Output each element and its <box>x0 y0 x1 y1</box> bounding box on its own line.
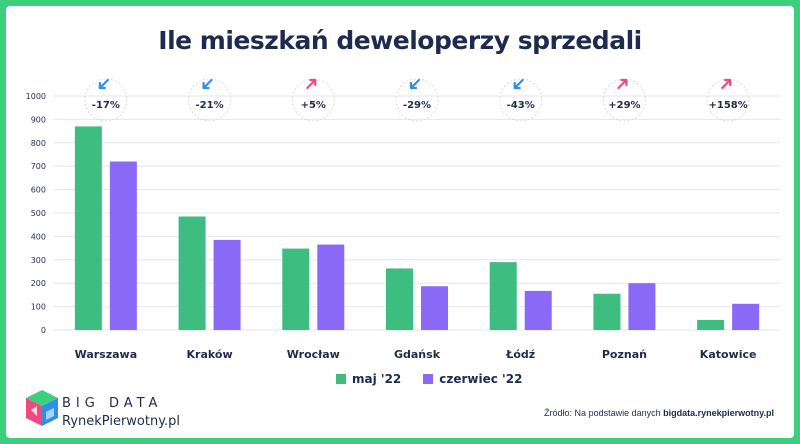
arrow-down-icon <box>513 78 524 90</box>
bigdata-logo-icon <box>26 390 58 426</box>
legend-item-maj: maj '22 <box>336 372 401 386</box>
bar-maj <box>386 268 413 330</box>
change-label: +158% <box>709 100 748 111</box>
bar-czerwiec <box>317 244 345 330</box>
change-badge <box>395 78 439 122</box>
legend-item-czerwiec: czerwiec '22 <box>423 372 522 386</box>
bar-czerwiec <box>732 303 760 330</box>
y-tick-label: 300 <box>31 256 46 265</box>
change-badge <box>706 78 750 122</box>
bar-czerwiec <box>421 286 448 330</box>
x-tick-label: Poznań <box>602 348 647 361</box>
bar-czerwiec <box>524 290 552 330</box>
legend-label-maj: maj '22 <box>352 372 402 386</box>
y-tick-label: 700 <box>31 162 46 171</box>
logo-site-text: RynekPierwotny.pl <box>62 414 181 429</box>
bar-chart: 0 100 200 300 400 500 600 700 800 900 1000 Warszawa… <box>26 78 780 361</box>
bar-czerwiec <box>109 161 137 330</box>
change-badge <box>291 78 335 122</box>
change-badge <box>188 78 232 122</box>
y-tick-label: 800 <box>31 139 46 148</box>
bar-czerwiec <box>213 239 241 330</box>
legend-label-czerwiec: czerwiec '22 <box>439 372 523 386</box>
y-tick-label: 600 <box>31 186 46 195</box>
change-label: -29% <box>403 100 431 111</box>
y-tick-label: 0 <box>41 326 46 335</box>
source-prefix: Źródło: Na podstawie danych <box>544 408 661 418</box>
change-label: -17% <box>92 100 120 111</box>
change-badge <box>499 78 543 122</box>
y-tick-label: 500 <box>31 209 46 218</box>
y-tick-label: 100 <box>31 303 46 312</box>
chart-title: Ile mieszkań deweloperzy sprzedali <box>158 26 642 55</box>
bar-maj <box>282 248 310 330</box>
bar-maj <box>697 319 725 330</box>
chart-card: Ile mieszkań deweloperzy sprzedali 0 100 2… <box>6 6 794 438</box>
x-tick-label: Gdańsk <box>394 348 441 361</box>
arrow-down-icon <box>202 78 213 90</box>
y-tick-label: 900 <box>31 115 46 124</box>
change-label: -43% <box>507 100 535 111</box>
logo-big-data-text: BIG DATA <box>62 396 163 411</box>
arrow-up-icon <box>306 78 317 90</box>
arrow-down-icon <box>98 78 109 90</box>
legend-swatch-czerwiec <box>423 374 434 384</box>
arrow-up-icon <box>617 78 628 90</box>
source-note: Źródło: Na podstawie danych bigdata.ryne… <box>544 408 774 418</box>
x-tick-label: Wrocław <box>287 348 340 361</box>
bar-maj <box>74 126 102 330</box>
source-site[interactable]: bigdata.rynekpierwotny.pl <box>663 408 774 418</box>
x-tick-label: Warszawa <box>75 348 138 361</box>
arrow-down-icon <box>409 78 421 90</box>
y-tick-label: 400 <box>31 232 46 241</box>
change-badge <box>602 78 646 122</box>
bar-maj <box>178 216 206 330</box>
y-tick-label: 1000 <box>26 92 46 101</box>
x-tick-label: Łódź <box>505 348 535 361</box>
change-label: -21% <box>196 100 224 111</box>
change-label: +5% <box>301 100 326 111</box>
y-tick-label: 200 <box>31 279 46 288</box>
bar-czerwiec <box>628 283 656 330</box>
bar-maj <box>593 293 621 330</box>
x-tick-label: Katowice <box>700 348 757 361</box>
arrow-up-icon <box>721 78 732 90</box>
legend-swatch-maj <box>336 374 346 384</box>
change-label: +29% <box>608 100 640 111</box>
chart-legend: maj '22 czerwiec '22 <box>336 372 522 386</box>
x-tick-label: Kraków <box>187 348 233 361</box>
change-badge <box>84 78 128 122</box>
bar-maj <box>489 262 517 330</box>
